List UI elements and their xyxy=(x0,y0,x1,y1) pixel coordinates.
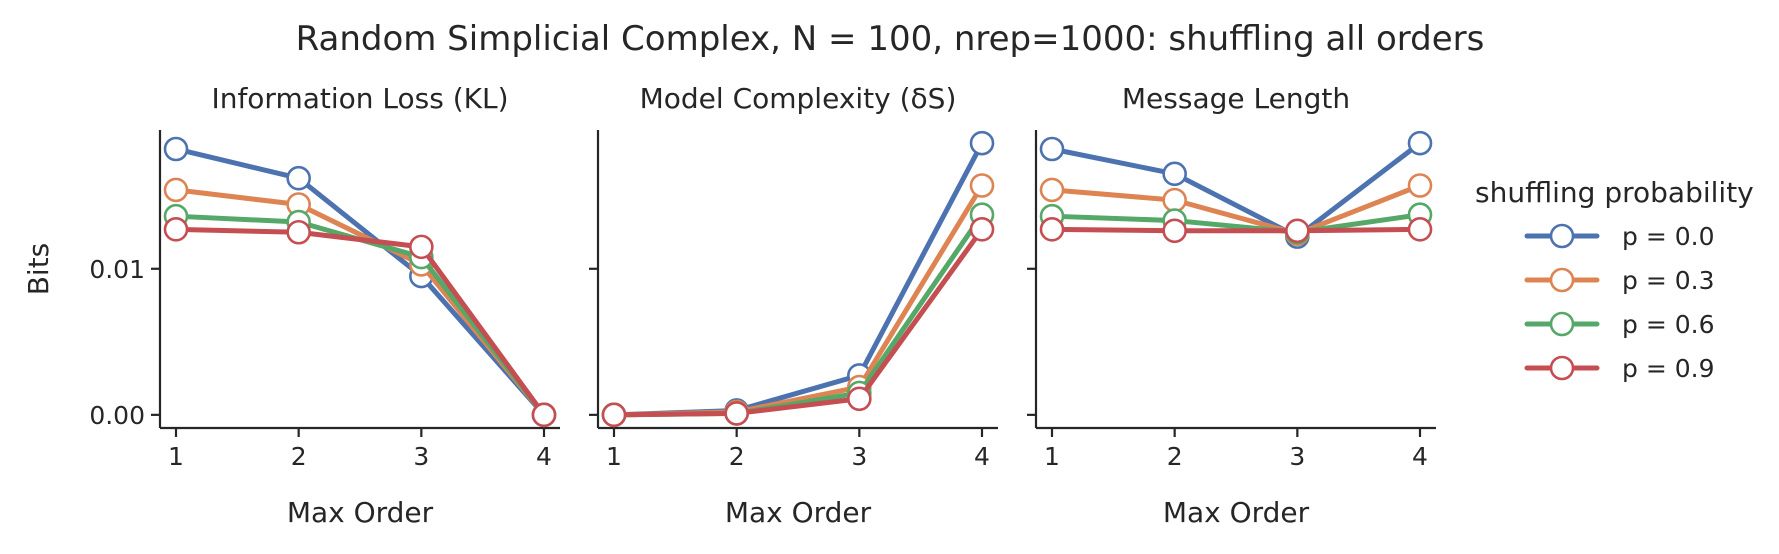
series-line xyxy=(173,187,547,418)
data-point xyxy=(1162,187,1187,213)
x-tick-label: 4 xyxy=(974,442,990,471)
data-point xyxy=(969,173,995,198)
legend-item: p = 0.6 xyxy=(1524,310,1714,339)
data-point xyxy=(1407,217,1433,242)
legend-label: p = 0.0 xyxy=(1622,222,1714,251)
legend-marker xyxy=(1549,223,1575,249)
data-point xyxy=(286,165,311,191)
panel-3: Message Length 1 2 3 4 Max Order xyxy=(1027,82,1436,529)
series-p-0-0 xyxy=(601,130,995,428)
series-line xyxy=(1049,226,1423,234)
x-tick-label: 3 xyxy=(413,442,429,471)
x-tick-label: 2 xyxy=(729,442,745,471)
data-point xyxy=(969,130,995,156)
series-p-0-3 xyxy=(1039,173,1433,247)
x-tick-label: 3 xyxy=(851,442,867,471)
x-axis-label: Max Order xyxy=(725,496,872,529)
legend-marker xyxy=(1549,355,1575,381)
series-p-0-3 xyxy=(163,177,557,428)
y-axis-label: Bits xyxy=(22,243,55,296)
data-point xyxy=(163,217,189,242)
x-axis-label: Max Order xyxy=(287,496,434,529)
x-tick-label: 3 xyxy=(1289,442,1305,471)
panel-1: Information Loss (KL) 1 2 3 4 0.00 0.01 Max Ord… xyxy=(22,82,560,529)
data-point xyxy=(1039,217,1065,242)
series-p-0-9 xyxy=(1039,217,1433,244)
panel-2: Model Complexity (δS) 1 2 3 4 Max Order xyxy=(589,82,998,529)
series-line xyxy=(1049,140,1423,240)
panels: Information Loss (KL) 1 2 3 4 0.00 0.01 Max Ord… xyxy=(22,82,1436,529)
legend: shuffling probability p = 0.0 p = 0.3 p = 0… xyxy=(1475,176,1754,383)
series-line xyxy=(173,146,547,418)
data-point xyxy=(1162,218,1187,244)
panel-title: Message Length xyxy=(1122,82,1350,115)
data-point xyxy=(601,402,627,428)
data-point xyxy=(1285,218,1310,244)
data-point xyxy=(1407,130,1433,156)
legend-title: shuffling probability xyxy=(1475,176,1754,209)
data-point xyxy=(724,401,749,426)
data-point xyxy=(1039,177,1065,203)
x-tick-label: 2 xyxy=(291,442,307,471)
series-p-0-6 xyxy=(1039,202,1433,245)
x-tick-label: 4 xyxy=(1412,442,1428,471)
data-point xyxy=(409,234,434,260)
data-point xyxy=(163,177,189,203)
figure-title: Random Simplicial Complex, N = 100, nrep… xyxy=(296,19,1485,59)
y-tick-label: 0.00 xyxy=(89,401,145,430)
data-point xyxy=(286,219,311,245)
series-p-0-0 xyxy=(163,136,557,428)
series-line xyxy=(173,213,547,418)
x-tick-label: 2 xyxy=(1167,442,1183,471)
series-p-0-9 xyxy=(601,217,995,428)
data-point xyxy=(531,402,557,428)
legend-item: p = 0.0 xyxy=(1524,222,1714,251)
series-line xyxy=(611,183,985,418)
x-tick-label: 1 xyxy=(606,442,622,471)
data-point xyxy=(1039,136,1065,162)
legend-item: p = 0.9 xyxy=(1524,354,1714,383)
x-tick-label: 4 xyxy=(536,442,552,471)
legend-label: p = 0.3 xyxy=(1622,266,1714,295)
legend-marker xyxy=(1549,311,1575,337)
data-point xyxy=(847,386,872,412)
series-line xyxy=(611,226,985,418)
legend-label: p = 0.9 xyxy=(1622,354,1714,383)
data-point xyxy=(1162,161,1187,187)
series-line xyxy=(1049,183,1423,237)
data-point xyxy=(163,136,189,162)
x-tick-label: 1 xyxy=(1044,442,1060,471)
panel-title: Model Complexity (δS) xyxy=(640,82,957,115)
x-axis-label: Max Order xyxy=(1163,496,1310,529)
data-point xyxy=(969,217,995,242)
series-line xyxy=(173,226,547,418)
data-point xyxy=(1407,173,1433,198)
series-p-0-3 xyxy=(601,173,995,428)
legend-marker xyxy=(1549,267,1575,293)
legend-item: p = 0.3 xyxy=(1524,266,1714,295)
legend-label: p = 0.6 xyxy=(1622,310,1714,339)
series-p-0-9 xyxy=(163,217,557,428)
x-tick-label: 1 xyxy=(168,442,184,471)
series-line xyxy=(1049,212,1423,235)
y-tick-label: 0.01 xyxy=(89,255,145,284)
panel-title: Information Loss (KL) xyxy=(211,82,508,115)
